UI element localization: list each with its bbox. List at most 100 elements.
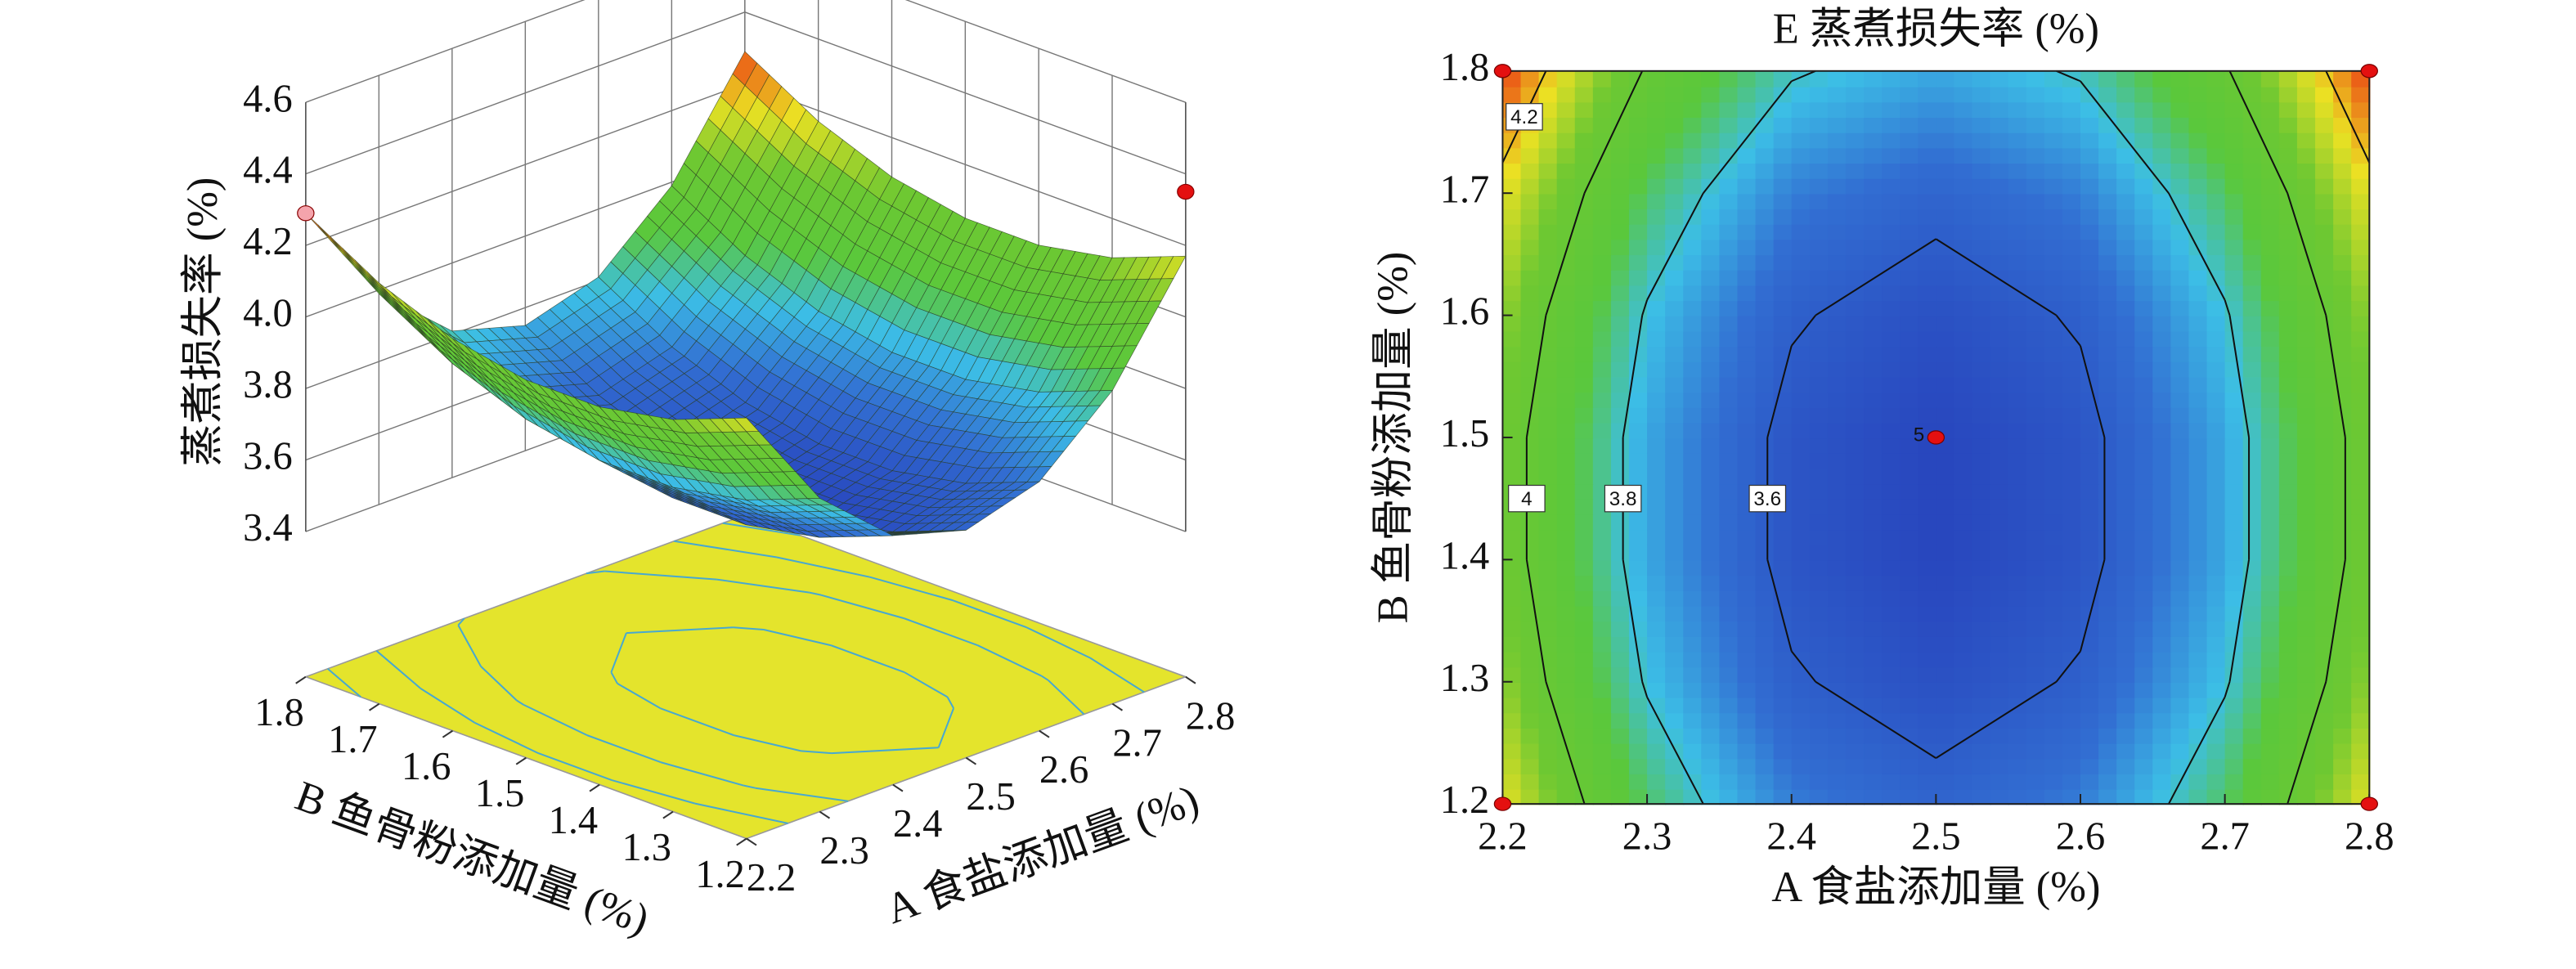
heat-cell: [1520, 635, 1540, 653]
heat-cell: [2206, 621, 2226, 637]
heat-cell: [1936, 758, 1955, 774]
heat-cell: [1864, 208, 1883, 225]
contour-line: [1646, 696, 1704, 805]
heat-cell: [2206, 742, 2226, 760]
heat-cell: [2080, 147, 2100, 164]
heat-cell: [1701, 437, 1721, 454]
heat-cell: [1773, 621, 1793, 637]
heat-cell: [2296, 162, 2317, 179]
heat-cell: [2260, 514, 2281, 531]
x-tick-mark: [1185, 675, 1196, 684]
heat-cell: [1809, 452, 1829, 469]
heat-cell: [1683, 742, 1703, 760]
heat-cell: [2188, 162, 2208, 179]
heat-cell: [1502, 544, 1522, 561]
heat-cell: [2351, 681, 2371, 698]
heat-cell: [2026, 788, 2046, 805]
heat-cell: [2315, 544, 2335, 561]
heat-cell: [1647, 681, 1667, 698]
heat-cell: [1882, 575, 1901, 591]
heat-cell: [1809, 651, 1829, 668]
heat-cell: [1954, 223, 1973, 240]
heat-cell: [1809, 162, 1829, 179]
heat-cell: [1737, 330, 1757, 348]
heat-cell: [2026, 651, 2046, 668]
heat-cell: [1773, 559, 1793, 576]
heat-cell: [1574, 590, 1595, 607]
contour-line: [2325, 70, 2371, 164]
heat-cell: [2188, 391, 2208, 408]
heat-cell: [1683, 773, 1703, 790]
contour-label-box: [1604, 484, 1642, 513]
heat-cell: [2026, 223, 2046, 240]
heat-cell: [1610, 727, 1631, 744]
heat-cell: [1845, 70, 1865, 87]
heat-cell: [2296, 742, 2317, 760]
heat-cell: [1827, 590, 1847, 607]
heat-cell: [1574, 651, 1595, 668]
heat-cell: [1990, 498, 2009, 515]
heat-cell: [1719, 223, 1739, 240]
heat-cell: [2152, 590, 2172, 607]
heat-cell: [1845, 345, 1865, 362]
heat-cell: [2152, 253, 2172, 271]
heat-cell: [2008, 193, 2027, 210]
heat-cell: [1520, 666, 1540, 683]
heat-cell: [1647, 758, 1667, 774]
heat-cell: [2242, 299, 2263, 316]
floor-contour: [1048, 680, 1085, 716]
heat-cell: [2296, 681, 2317, 698]
heat-cell: [2351, 253, 2371, 271]
heat-cell: [2152, 575, 2172, 591]
heat-cell: [2333, 727, 2353, 744]
heat-cell: [1900, 742, 1919, 760]
heat-cell: [1574, 788, 1595, 805]
heat-cell: [1900, 529, 1919, 545]
heat-cell: [1936, 391, 1955, 408]
heat-cell: [1845, 727, 1865, 744]
heat-cell: [2333, 544, 2353, 561]
heat-cell: [2116, 498, 2136, 515]
heat-cell: [1755, 86, 1775, 103]
heat-cell: [1556, 299, 1576, 316]
heat-cell: [1665, 437, 1685, 454]
heat-cell: [1791, 208, 1811, 225]
heat-cell: [1954, 101, 1973, 119]
heat-cell: [2044, 116, 2064, 133]
heat-cell: [2152, 147, 2172, 164]
floor-contour: [327, 668, 361, 698]
heat-cell: [2206, 376, 2226, 393]
heat-cell: [2333, 116, 2353, 133]
heat-cell: [1683, 559, 1703, 576]
heat-cell: [2296, 605, 2317, 622]
heat-cell: [1827, 253, 1847, 271]
heat-cell: [1574, 239, 1595, 256]
heat-cell: [1737, 788, 1757, 805]
heat-cell: [1556, 482, 1576, 500]
heat-cell: [2351, 223, 2371, 240]
heat-cell: [1900, 621, 1919, 637]
heat-cell: [1809, 437, 1829, 454]
heat-cell: [1827, 758, 1847, 774]
heat-cell: [1628, 742, 1649, 760]
heat-cell: [1936, 253, 1955, 271]
heat-cell: [2242, 529, 2263, 545]
heat-cell: [2278, 605, 2299, 622]
heat-cell: [2152, 482, 2172, 500]
heat-cell: [1502, 299, 1522, 316]
heat-cell: [1592, 177, 1613, 195]
heat-cell: [2026, 132, 2046, 149]
floor-contour: [904, 617, 978, 647]
heat-cell: [1755, 285, 1775, 302]
heat-cell: [1864, 101, 1883, 119]
x-tick-mark: [965, 756, 977, 765]
heat-cell: [1864, 529, 1883, 545]
heat-cell: [1538, 86, 1558, 103]
heat-cell: [1773, 758, 1793, 774]
heat-cell: [2152, 697, 2172, 714]
heat-cell: [1502, 742, 1522, 760]
heat-cell: [2260, 345, 2281, 362]
heat-cell: [1918, 253, 1937, 271]
heat-cell: [2296, 132, 2317, 149]
heat-cell: [1773, 712, 1793, 729]
